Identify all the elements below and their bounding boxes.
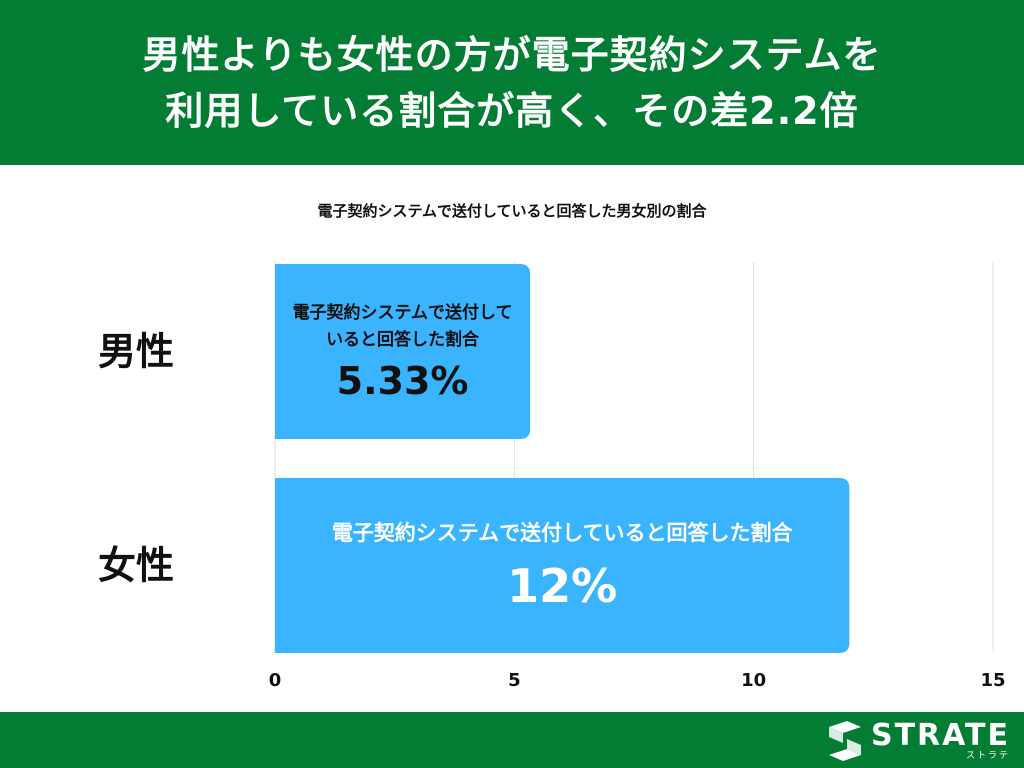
- bar: [275, 478, 850, 653]
- strate-logo: STRATE ストラテ: [825, 718, 1010, 764]
- logo-subtext: ストラテ: [965, 750, 1010, 761]
- bar-chart: 0 5 10 15男性電子契約システムで送付していると回答した割合5.33%女性電子契…: [98, 262, 1006, 691]
- chart-title: 電子契約システムで送付していると回答した男女別の割合: [317, 202, 707, 220]
- x-tick-label: 0: [269, 670, 282, 691]
- category-label: 男性: [98, 330, 174, 374]
- bar-value-label: 5.33%: [337, 359, 469, 403]
- strate-logo-mark-icon: [828, 721, 861, 761]
- x-tick-label: 15: [980, 670, 1005, 691]
- x-tick-label: 10: [741, 670, 766, 691]
- header-banner: 男性よりも女性の方が電子契約システムを 利用している割合が高く、その差2.2倍: [0, 0, 1024, 165]
- bar-description-label: いると回答した割合: [326, 329, 480, 350]
- bar-value-label: 12%: [507, 559, 617, 613]
- footer-banner: STRATE ストラテ: [0, 712, 1024, 768]
- headline-line-2: 利用している割合が高く、その差2.2倍: [165, 88, 859, 133]
- headline-line-1: 男性よりも女性の方が電子契約システムを: [142, 32, 882, 77]
- bar-description-label: 電子契約システムで送付していると回答した割合: [332, 521, 794, 545]
- logo-text: STRATE: [870, 717, 1010, 753]
- x-tick-label: 5: [508, 670, 521, 691]
- category-label: 女性: [98, 544, 174, 588]
- bar: [275, 264, 531, 439]
- bar-description-label: 電子契約システムで送付して: [293, 302, 513, 323]
